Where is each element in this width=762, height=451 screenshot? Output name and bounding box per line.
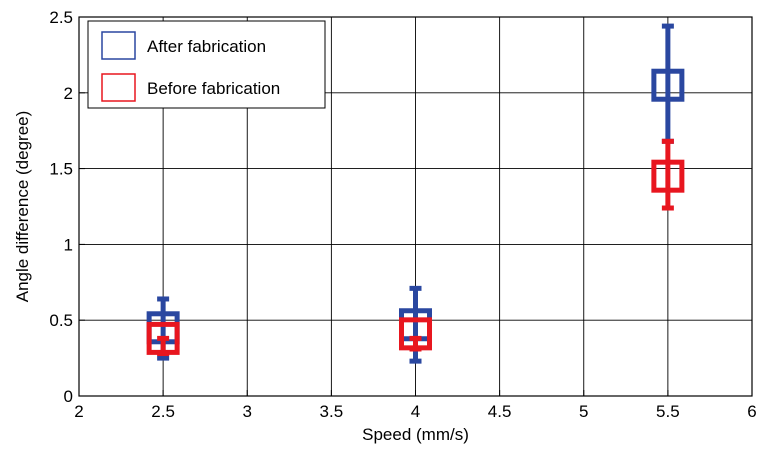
x-tick-label: 4.5 (488, 402, 512, 421)
y-tick-label: 0.5 (49, 311, 73, 330)
legend: After fabrication Before fabrication (87, 20, 326, 109)
x-axis-label: Speed (mm/s) (362, 425, 469, 444)
x-tick-label: 2 (74, 402, 83, 421)
legend-box (87, 20, 326, 109)
data-point-marker (146, 321, 180, 355)
data-point-marker (651, 159, 685, 193)
legend-swatch-before (101, 73, 136, 102)
legend-label-after: After fabrication (147, 37, 266, 56)
y-tick-label: 2 (64, 84, 73, 103)
series-1 (146, 138, 685, 357)
x-tick-label: 3 (243, 402, 252, 421)
y-axis-ticks: 0 0.5 1 1.5 2 2.5 (49, 8, 85, 406)
data-point-marker (399, 317, 432, 351)
x-tick-label: 3.5 (320, 402, 344, 421)
y-tick-label: 0 (64, 387, 73, 406)
legend-swatch-after (101, 31, 136, 60)
series-group (146, 23, 685, 364)
x-tick-label: 2.5 (151, 402, 175, 421)
x-tick-label: 5 (579, 402, 588, 421)
x-axis-ticks: 2 2.5 3 3.5 4 4.5 5 5.5 6 (74, 390, 757, 421)
legend-label-before: Before fabrication (147, 79, 280, 98)
x-tick-label: 5.5 (656, 402, 680, 421)
x-tick-label: 4 (411, 402, 420, 421)
y-tick-label: 1.5 (49, 160, 73, 179)
y-axis-label: Angle difference (degree) (13, 111, 32, 303)
y-tick-label: 1 (64, 235, 73, 254)
x-tick-label: 6 (747, 402, 756, 421)
data-point-marker (651, 68, 685, 102)
y-tick-label: 2.5 (49, 8, 73, 27)
